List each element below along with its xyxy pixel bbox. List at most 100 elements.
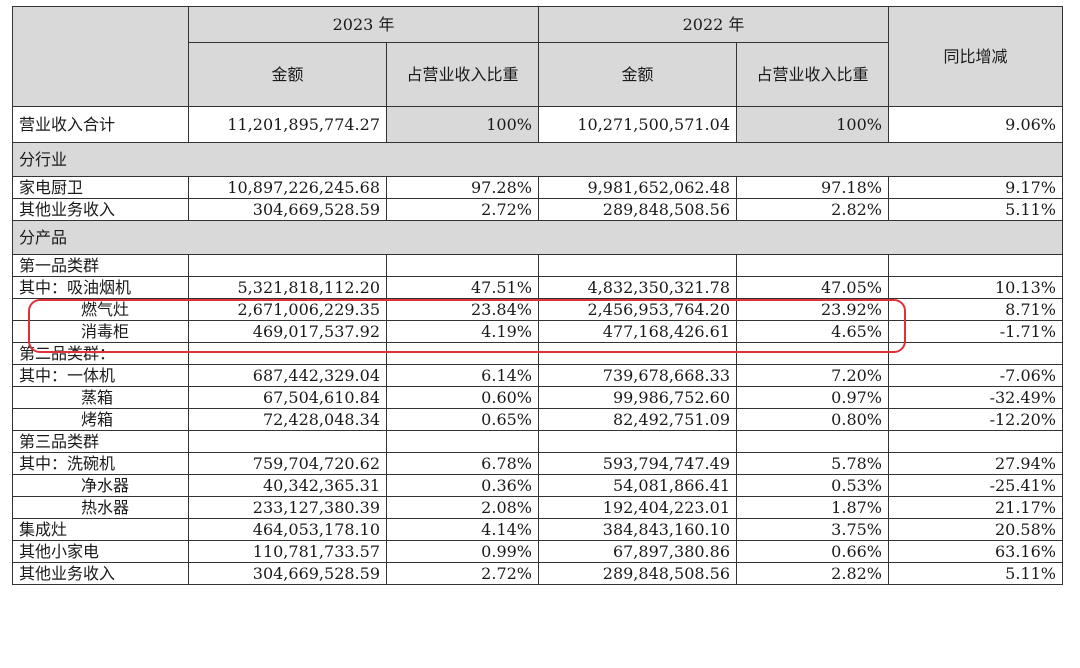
table-row: 其中：洗碗机 759,704,720.62 6.78% 593,794,747.49 5… (12, 452, 1063, 475)
row-label: 净水器 (12, 474, 189, 497)
pct-2022: 4.65% (736, 320, 889, 343)
pct-2023 (386, 342, 539, 365)
pct-2022: 0.80% (736, 408, 889, 431)
yoy-change (888, 254, 1063, 277)
amount-2022: 4,832,350,321.78 (538, 276, 737, 299)
yoy-change: -25.41% (888, 474, 1063, 497)
header-year-2023: 2023 年 (188, 6, 539, 43)
amount-2023: 10,897,226,245.68 (188, 176, 387, 199)
yoy-change: 21.17% (888, 496, 1063, 519)
yoy-change: -32.49% (888, 386, 1063, 409)
amount-2022 (538, 342, 737, 365)
amount-2023: 304,669,528.59 (188, 562, 387, 585)
section-row-product: 分产品 (12, 220, 1063, 255)
pct-2023: 97.28% (386, 176, 539, 199)
table-row: 蒸箱 67,504,610.84 0.60% 99,986,752.60 0.97% -3… (12, 386, 1063, 409)
row-label: 其中：吸油烟机 (12, 276, 189, 299)
amount-2023: 687,442,329.04 (188, 364, 387, 387)
total-amount-2023: 11,201,895,774.27 (188, 106, 387, 143)
yoy-change: 8.71% (888, 298, 1063, 321)
header-amount-2023: 金额 (188, 42, 387, 107)
pct-2022: 3.75% (736, 518, 889, 541)
row-label: 第二品类群： (12, 342, 189, 365)
pct-2023: 4.14% (386, 518, 539, 541)
row-label: 其他业务收入 (12, 562, 189, 585)
table-row: 净水器 40,342,365.31 0.36% 54,081,866.41 0.53% -… (12, 474, 1063, 497)
header-yoy: 同比增减 (888, 6, 1063, 107)
pct-2022: 1.87% (736, 496, 889, 519)
pct-2022 (736, 254, 889, 277)
total-label: 营业收入合计 (12, 106, 189, 143)
pct-2022 (736, 342, 889, 365)
row-label: 燃气灶 (12, 298, 189, 321)
header-ratio-2022: 占营业收入比重 (736, 42, 889, 107)
row-label: 第三品类群 (12, 430, 189, 453)
yoy-change (888, 342, 1063, 365)
row-label: 家电厨卫 (12, 176, 189, 199)
pct-2022: 7.20% (736, 364, 889, 387)
pct-2022: 47.05% (736, 276, 889, 299)
amount-2023: 40,342,365.31 (188, 474, 387, 497)
yoy-change: 63.16% (888, 540, 1063, 563)
amount-2023: 110,781,733.57 (188, 540, 387, 563)
pct-2023 (386, 430, 539, 453)
total-pct-2022: 100% (736, 106, 889, 143)
section-title-industry: 分行业 (12, 142, 1063, 177)
amount-2022: 99,986,752.60 (538, 386, 737, 409)
pct-2023: 2.72% (386, 198, 539, 221)
row-label: 其他业务收入 (12, 198, 189, 221)
table-row: 其中：一体机 687,442,329.04 6.14% 739,678,668.33 7… (12, 364, 1063, 387)
table-row: 烤箱 72,428,048.34 0.65% 82,492,751.09 0.80% -1… (12, 408, 1063, 431)
yoy-change: -1.71% (888, 320, 1063, 343)
header-year-2022: 2022 年 (538, 6, 889, 43)
yoy-change: 5.11% (888, 562, 1063, 585)
pct-2023: 2.72% (386, 562, 539, 585)
header-row-columns: 金额 占营业收入比重 金额 占营业收入比重 (13, 42, 1063, 107)
yoy-change: -7.06% (888, 364, 1063, 387)
pct-2022: 97.18% (736, 176, 889, 199)
amount-2023: 2,671,006,229.35 (188, 298, 387, 321)
pct-2023: 2.08% (386, 496, 539, 519)
pct-2022: 0.53% (736, 474, 889, 497)
header-blank-cell (12, 6, 189, 107)
yoy-change: 10.13% (888, 276, 1063, 299)
row-label: 热水器 (12, 496, 189, 519)
amount-2023: 304,669,528.59 (188, 198, 387, 221)
yoy-change (888, 430, 1063, 453)
table-row: 燃气灶 2,671,006,229.35 23.84% 2,456,953,764.2… (12, 298, 1063, 321)
table-row: 第二品类群： (12, 342, 1063, 365)
header-amount-2022: 金额 (538, 42, 737, 107)
row-label: 其中：洗碗机 (12, 452, 189, 475)
total-pct-2023: 100% (386, 106, 539, 143)
pct-2022: 0.66% (736, 540, 889, 563)
row-label: 其中：一体机 (12, 364, 189, 387)
amount-2023: 72,428,048.34 (188, 408, 387, 431)
table-row: 其中：吸油烟机 5,321,818,112.20 47.51% 4,832,350,3… (12, 276, 1063, 299)
pct-2023: 0.99% (386, 540, 539, 563)
amount-2023: 759,704,720.62 (188, 452, 387, 475)
pct-2022: 23.92% (736, 298, 889, 321)
amount-2022: 9,981,652,062.48 (538, 176, 737, 199)
pct-2023: 6.78% (386, 452, 539, 475)
revenue-breakdown-table: 2023 年 2022 年 同比增减 金额 占营业收入比重 金额 占营业收入比重… (12, 6, 1063, 585)
total-yoy: 9.06% (888, 106, 1063, 143)
amount-2022: 289,848,508.56 (538, 562, 737, 585)
amount-2022: 67,897,380.86 (538, 540, 737, 563)
row-label: 第一品类群 (12, 254, 189, 277)
section-title-product: 分产品 (12, 220, 1063, 255)
table-row: 其他小家电 110,781,733.57 0.99% 67,897,380.86 0.6… (12, 540, 1063, 563)
pct-2022: 5.78% (736, 452, 889, 475)
row-label: 蒸箱 (12, 386, 189, 409)
amount-2023: 233,127,380.39 (188, 496, 387, 519)
row-label: 消毒柜 (12, 320, 189, 343)
yoy-change: 9.17% (888, 176, 1063, 199)
yoy-change: 5.11% (888, 198, 1063, 221)
amount-2023: 469,017,537.92 (188, 320, 387, 343)
row-label: 其他小家电 (12, 540, 189, 563)
amount-2023 (188, 342, 387, 365)
header-ratio-2023: 占营业收入比重 (386, 42, 539, 107)
amount-2022 (538, 430, 737, 453)
pct-2023 (386, 254, 539, 277)
amount-2022: 384,843,160.10 (538, 518, 737, 541)
pct-2022: 0.97% (736, 386, 889, 409)
